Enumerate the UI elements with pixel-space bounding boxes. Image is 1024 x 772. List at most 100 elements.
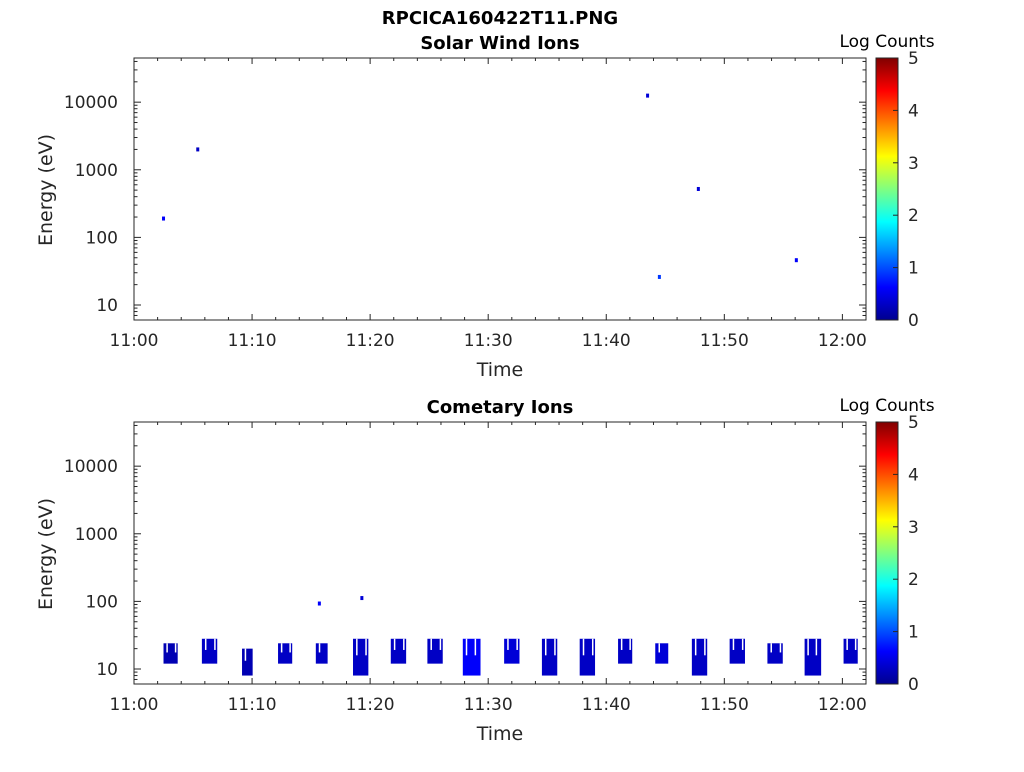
burst-gap bbox=[280, 643, 283, 653]
burst-gap bbox=[658, 643, 661, 653]
panel-solar-wind: Solar Wind Ions 11:00 11:10 11:20 11:30 11:4… bbox=[35, 32, 935, 381]
data-burst bbox=[504, 638, 520, 664]
x-tick-label: 11:40 bbox=[582, 695, 631, 715]
x-tick-label: 11:10 bbox=[228, 695, 277, 715]
burst-gap bbox=[854, 638, 857, 650]
colorbar-tick-label: 5 bbox=[908, 49, 919, 69]
colorbar-tick-label: 4 bbox=[908, 101, 919, 121]
data-cell bbox=[196, 147, 200, 152]
y-tick-label: 100 bbox=[86, 592, 118, 612]
data-burst bbox=[315, 643, 328, 664]
data-cell bbox=[657, 274, 661, 279]
x-tick-label: 11:20 bbox=[346, 331, 395, 351]
burst-block bbox=[655, 643, 669, 664]
panel-title-cometary: Cometary Ions bbox=[427, 397, 574, 418]
burst-block bbox=[242, 648, 253, 676]
x-tick-label: 11:30 bbox=[464, 695, 513, 715]
burst-gap bbox=[318, 643, 321, 653]
data-burst bbox=[427, 638, 443, 664]
data-burst bbox=[353, 638, 369, 676]
y-tick-label: 1000 bbox=[75, 161, 118, 181]
figure-title: RPCICA160422T11.PNG bbox=[382, 8, 618, 29]
x-axis-label-solar-wind: Time bbox=[476, 359, 524, 381]
colorbar-title: Log Counts bbox=[839, 396, 934, 416]
burst-gap bbox=[430, 638, 432, 650]
colorbar-title: Log Counts bbox=[839, 32, 934, 52]
colorbar-tick-label: 5 bbox=[908, 413, 919, 433]
data-cell bbox=[646, 93, 650, 98]
data-burst bbox=[390, 638, 407, 664]
y-tick-label: 10 bbox=[96, 296, 118, 316]
burst-gap bbox=[779, 643, 782, 653]
colorbar-tick-label: 2 bbox=[908, 570, 919, 590]
burst-gap bbox=[732, 638, 735, 650]
burst-gap bbox=[174, 643, 177, 653]
axes-frame bbox=[133, 57, 867, 321]
colorbar-cometary: Log Counts 0 1 2 3 4 5 bbox=[839, 396, 934, 695]
burst-gap bbox=[516, 638, 518, 650]
burst-gap bbox=[582, 638, 585, 656]
data-burst bbox=[462, 638, 481, 676]
y-tick-label: 1000 bbox=[75, 525, 118, 545]
panel-cometary: Cometary Ions 11:00 11:10 11:20 11:30 11:40 1… bbox=[35, 396, 935, 745]
panel-title-solar-wind: Solar Wind Ions bbox=[420, 33, 579, 54]
burst-gap bbox=[474, 638, 477, 656]
burst-gap bbox=[741, 638, 744, 650]
y-tick-label: 100 bbox=[86, 228, 118, 248]
burst-block bbox=[315, 643, 328, 664]
burst-gap bbox=[629, 638, 631, 650]
y-tick-label: 10 bbox=[96, 660, 118, 680]
burst-gap bbox=[289, 643, 291, 653]
axes-solar-wind: 11:00 11:10 11:20 11:30 11:40 11:50 12:00 10 100… bbox=[64, 57, 867, 351]
data-burst bbox=[541, 638, 558, 676]
data-cell bbox=[360, 596, 364, 601]
x-tick-label: 11:50 bbox=[700, 331, 749, 351]
burst-gap bbox=[544, 638, 547, 656]
x-axis-label-cometary: Time bbox=[476, 723, 524, 745]
x-tick-label: 11:00 bbox=[110, 695, 159, 715]
colorbar-gradient bbox=[875, 421, 899, 685]
data-burst bbox=[242, 648, 253, 676]
plot-area-solar-wind bbox=[162, 93, 798, 279]
burst-gap bbox=[403, 638, 405, 650]
colorbar-tick-label: 4 bbox=[908, 465, 919, 485]
data-cell bbox=[794, 258, 798, 263]
burst-gap bbox=[166, 643, 168, 653]
burst-gap bbox=[620, 638, 623, 650]
y-axis-label-cometary: Energy (eV) bbox=[35, 498, 57, 610]
x-tick-label: 11:20 bbox=[346, 695, 395, 715]
burst-gap bbox=[815, 638, 818, 656]
data-burst bbox=[579, 638, 596, 676]
y-axis-label-solar-wind: Energy (eV) bbox=[35, 134, 57, 246]
colorbar-tick-label: 0 bbox=[908, 311, 919, 331]
burst-gap bbox=[591, 638, 594, 656]
data-burst bbox=[767, 643, 783, 664]
y-tick-label: 10000 bbox=[64, 93, 118, 113]
x-tick-label: 12:00 bbox=[818, 695, 867, 715]
y-tick-label: 10000 bbox=[64, 457, 118, 477]
data-burst bbox=[278, 643, 293, 664]
burst-gap bbox=[507, 638, 509, 650]
x-tick-label: 11:30 bbox=[464, 331, 513, 351]
axes-frame bbox=[133, 421, 867, 685]
data-cell bbox=[317, 601, 321, 606]
colorbar-tick-label: 2 bbox=[908, 206, 919, 226]
data-burst bbox=[201, 638, 218, 664]
data-cell bbox=[696, 186, 700, 191]
burst-gap bbox=[204, 638, 207, 650]
burst-gap bbox=[244, 648, 247, 661]
data-burst bbox=[729, 638, 745, 664]
data-burst bbox=[163, 643, 178, 664]
axes-cometary: 11:00 11:10 11:20 11:30 11:40 11:50 12:00 10 100… bbox=[64, 421, 867, 715]
plot-area-cometary bbox=[163, 596, 858, 676]
x-tick-label: 11:40 bbox=[582, 331, 631, 351]
data-burst bbox=[655, 643, 669, 664]
burst-gap bbox=[770, 643, 772, 653]
burst-gap bbox=[393, 638, 396, 650]
x-tick-label: 11:50 bbox=[700, 695, 749, 715]
data-burst bbox=[804, 638, 822, 676]
x-tick-label: 11:10 bbox=[228, 331, 277, 351]
burst-block bbox=[804, 638, 822, 676]
data-burst bbox=[691, 638, 708, 676]
colorbar-tick-label: 3 bbox=[908, 154, 919, 174]
